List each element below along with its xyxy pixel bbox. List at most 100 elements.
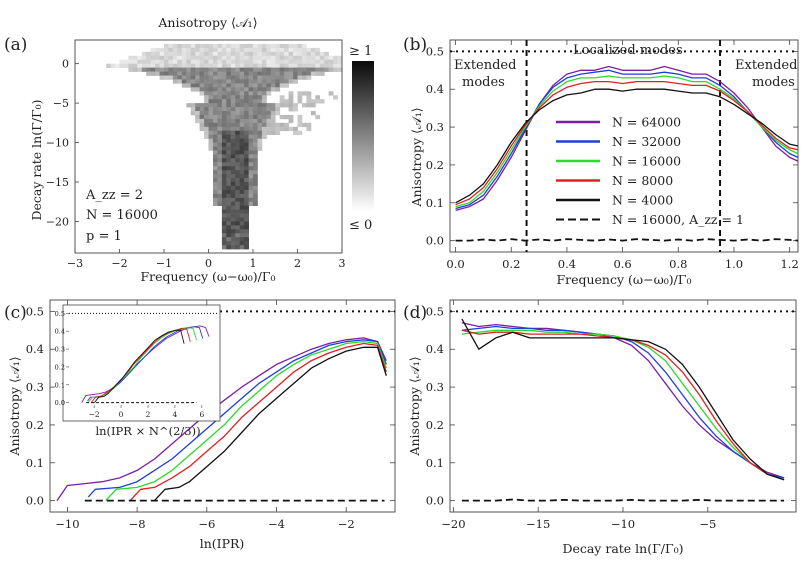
heatmap-cell xyxy=(190,47,196,53)
heatmap-cell xyxy=(204,67,209,72)
heatmap-cell xyxy=(248,193,254,199)
heatmap-cell xyxy=(253,201,258,206)
heatmap-cell xyxy=(275,71,281,76)
heatmap-cell xyxy=(199,55,205,61)
heatmap-cell xyxy=(266,111,272,116)
heatmap-cell xyxy=(279,103,285,108)
heatmap-cell xyxy=(248,103,254,108)
heatmap-cell xyxy=(190,107,196,112)
heatmap-cell xyxy=(257,146,263,151)
panel-a-xtick-label: 1 xyxy=(250,257,257,270)
heatmap-cell xyxy=(235,245,241,250)
heatmap-cell xyxy=(328,59,334,64)
heatmap-cell xyxy=(293,63,298,68)
heatmap-cell xyxy=(226,91,232,96)
heatmap-cell xyxy=(226,43,232,49)
heatmap-cell xyxy=(213,142,218,147)
panel-c-label: (c) xyxy=(4,303,27,323)
panel-b-xtick-label: 1.2 xyxy=(780,257,798,271)
heatmap-cell xyxy=(186,75,192,80)
heatmap-cell xyxy=(226,83,232,88)
heatmap-cell xyxy=(293,51,298,57)
heatmap-cell xyxy=(279,71,285,76)
heatmap-cell xyxy=(310,103,316,108)
panel-c-ylabel: Anisotropy ⟨𝒜₁⟩ xyxy=(7,356,22,456)
heatmap-cell xyxy=(164,55,169,61)
heatmap-cell xyxy=(319,63,325,68)
heatmap-cell xyxy=(284,83,289,88)
heatmap-cell xyxy=(248,185,254,191)
heatmap-cell xyxy=(306,75,312,80)
panel-c-xtick-label: −2 xyxy=(338,517,355,531)
heatmap-cell xyxy=(302,75,307,80)
heatmap-cell xyxy=(261,91,267,96)
heatmap-cell xyxy=(230,55,236,61)
heatmap-cell xyxy=(221,154,227,159)
heatmap-cell xyxy=(319,51,325,57)
heatmap-cell xyxy=(306,71,312,76)
heatmap-cell xyxy=(239,213,245,218)
heatmap-cell xyxy=(204,118,209,124)
heatmap-cell xyxy=(239,150,245,155)
heatmap-cell xyxy=(239,146,245,151)
heatmap-cell xyxy=(248,99,254,104)
heatmap-cell xyxy=(172,51,178,57)
heatmap-cell xyxy=(302,43,307,49)
panel-d: (d) −20 −15 −10 −5 0.0 0.1 0.2 0.3 0.4 0.5 Decay … xyxy=(403,299,797,556)
heatmap-cell xyxy=(199,47,205,53)
heatmap-cell xyxy=(230,99,236,104)
heatmap-cell xyxy=(217,154,223,159)
heatmap-cell xyxy=(221,107,227,112)
heatmap-cell xyxy=(226,107,232,112)
panel-d-xtick-label: −15 xyxy=(526,517,550,531)
heatmap-cell xyxy=(270,126,276,132)
heatmap-cell xyxy=(159,59,165,64)
heatmap-cell xyxy=(248,107,254,112)
heatmap-cell xyxy=(141,55,147,61)
heatmap-cell xyxy=(230,166,236,171)
panel-b-xtick-label: 0.0 xyxy=(446,257,464,271)
heatmap-cell xyxy=(261,47,267,53)
heatmap-cell xyxy=(284,99,289,104)
heatmap-cell xyxy=(293,43,298,49)
heatmap-cell xyxy=(204,55,209,61)
heatmap-cell xyxy=(168,75,174,80)
heatmap-cell xyxy=(239,170,245,175)
heatmap-cell xyxy=(302,91,307,96)
heatmap-cell xyxy=(213,182,218,187)
heatmap-cell xyxy=(195,75,200,80)
heatmap-cell xyxy=(261,83,267,88)
heatmap-cell xyxy=(239,138,245,143)
heatmap-cell xyxy=(213,83,218,88)
extended-left-label-1: Extended xyxy=(454,58,516,73)
heatmap-cell xyxy=(319,71,325,76)
extended-right-label-1: Extended xyxy=(735,58,797,73)
heatmap-cell xyxy=(119,59,125,64)
heatmap-cell xyxy=(230,150,236,155)
heatmap-cell xyxy=(253,130,258,135)
heatmap-cell xyxy=(226,217,232,222)
heatmap-cell xyxy=(293,47,298,53)
heatmap-cell xyxy=(155,63,160,68)
heatmap-cell xyxy=(275,87,281,92)
heatmap-cell xyxy=(270,51,276,57)
panel-a-xtick-label: 2 xyxy=(294,257,301,270)
heatmap-cell xyxy=(244,91,249,96)
heatmap-cell xyxy=(221,118,227,124)
heatmap-cell xyxy=(226,95,232,100)
heatmap-cell xyxy=(253,150,258,155)
heatmap-cell xyxy=(315,47,321,53)
heatmap-cell xyxy=(213,158,218,163)
heatmap-cell xyxy=(315,59,321,64)
heatmap-cell xyxy=(235,51,241,57)
heatmap-cell xyxy=(248,146,254,151)
heatmap-cell xyxy=(221,225,227,230)
heatmap-cell xyxy=(204,122,209,128)
heatmap-cell xyxy=(115,63,120,68)
heatmap-cell xyxy=(248,95,254,100)
panel-b-series-line xyxy=(455,88,799,204)
heatmap-cell xyxy=(226,114,232,120)
heatmap-cell xyxy=(275,107,281,112)
heatmap-cell xyxy=(226,174,232,179)
